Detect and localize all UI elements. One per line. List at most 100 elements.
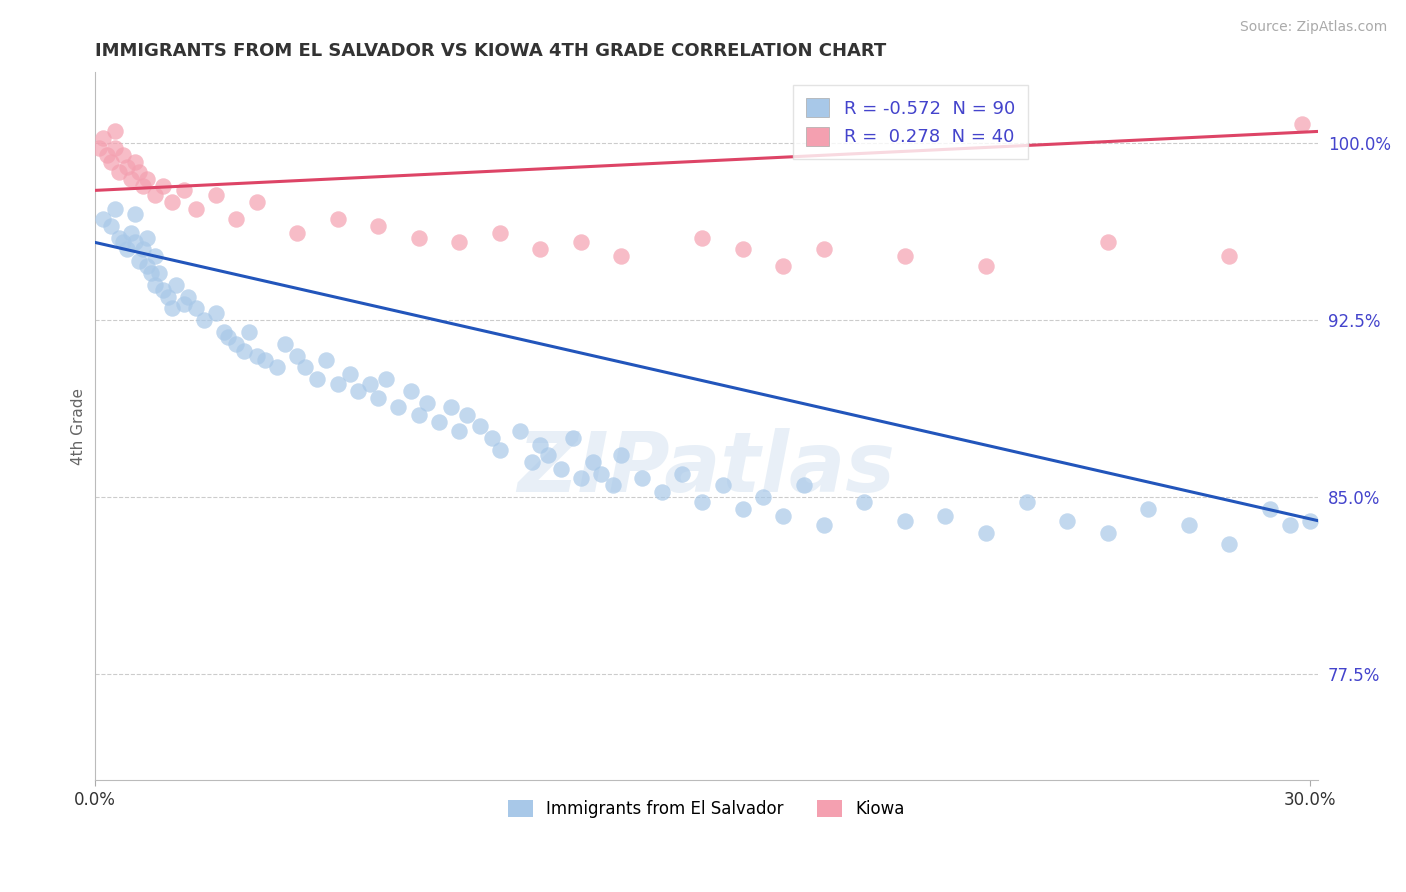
Point <box>1218 537 1240 551</box>
Point <box>212 325 235 339</box>
Point <box>1137 502 1160 516</box>
Point <box>602 478 624 492</box>
Point <box>184 202 207 217</box>
Point <box>408 408 430 422</box>
Point <box>347 384 370 398</box>
Point <box>91 131 114 145</box>
Point <box>120 226 142 240</box>
Point <box>1218 250 1240 264</box>
Point <box>974 259 997 273</box>
Point <box>128 164 150 178</box>
Point <box>148 266 170 280</box>
Point <box>104 124 127 138</box>
Point <box>1097 525 1119 540</box>
Point <box>853 495 876 509</box>
Point <box>108 164 131 178</box>
Point <box>87 141 110 155</box>
Point <box>141 266 163 280</box>
Point <box>440 401 463 415</box>
Point <box>100 155 122 169</box>
Point <box>184 301 207 316</box>
Point <box>509 424 531 438</box>
Point <box>104 141 127 155</box>
Point <box>569 471 592 485</box>
Point <box>488 226 510 240</box>
Point <box>610 250 633 264</box>
Point <box>326 376 349 391</box>
Point <box>894 250 917 264</box>
Point <box>449 235 471 250</box>
Point <box>711 478 734 492</box>
Point <box>128 254 150 268</box>
Point <box>529 243 551 257</box>
Point <box>193 313 215 327</box>
Point <box>124 155 146 169</box>
Point <box>120 171 142 186</box>
Point <box>132 178 155 193</box>
Point <box>731 502 754 516</box>
Point <box>143 250 166 264</box>
Point <box>205 306 228 320</box>
Point <box>100 219 122 233</box>
Point <box>111 235 134 250</box>
Point <box>591 467 613 481</box>
Point <box>307 372 329 386</box>
Point <box>160 195 183 210</box>
Point <box>143 188 166 202</box>
Point <box>108 230 131 244</box>
Point <box>387 401 409 415</box>
Point <box>339 368 361 382</box>
Point <box>692 230 714 244</box>
Point <box>160 301 183 316</box>
Y-axis label: 4th Grade: 4th Grade <box>72 388 86 465</box>
Point <box>156 289 179 303</box>
Point <box>582 455 605 469</box>
Point <box>111 148 134 162</box>
Point <box>630 471 652 485</box>
Point <box>285 226 308 240</box>
Point <box>671 467 693 481</box>
Point <box>1291 117 1313 131</box>
Point <box>285 349 308 363</box>
Point <box>416 396 439 410</box>
Point <box>136 171 159 186</box>
Point <box>294 360 316 375</box>
Point <box>238 325 260 339</box>
Point <box>165 277 187 292</box>
Point <box>427 415 450 429</box>
Point <box>399 384 422 398</box>
Point <box>367 391 389 405</box>
Point <box>375 372 398 386</box>
Point <box>772 509 794 524</box>
Point <box>173 183 195 197</box>
Point <box>569 235 592 250</box>
Point <box>537 448 560 462</box>
Point <box>468 419 491 434</box>
Point <box>225 336 247 351</box>
Point <box>132 243 155 257</box>
Point <box>731 243 754 257</box>
Point <box>136 230 159 244</box>
Point <box>124 207 146 221</box>
Point <box>793 478 815 492</box>
Point <box>1097 235 1119 250</box>
Point <box>772 259 794 273</box>
Point <box>1177 518 1199 533</box>
Point <box>481 431 503 445</box>
Point <box>177 289 200 303</box>
Point <box>225 211 247 226</box>
Point <box>488 442 510 457</box>
Point <box>253 353 276 368</box>
Point <box>205 188 228 202</box>
Point <box>529 438 551 452</box>
Legend: Immigrants from El Salvador, Kiowa: Immigrants from El Salvador, Kiowa <box>502 794 911 825</box>
Point <box>124 235 146 250</box>
Point <box>934 509 956 524</box>
Point <box>246 349 269 363</box>
Point <box>813 518 835 533</box>
Text: ZIPatlas: ZIPatlas <box>517 428 896 509</box>
Point <box>752 490 775 504</box>
Point <box>91 211 114 226</box>
Point <box>152 178 174 193</box>
Point <box>359 376 381 391</box>
